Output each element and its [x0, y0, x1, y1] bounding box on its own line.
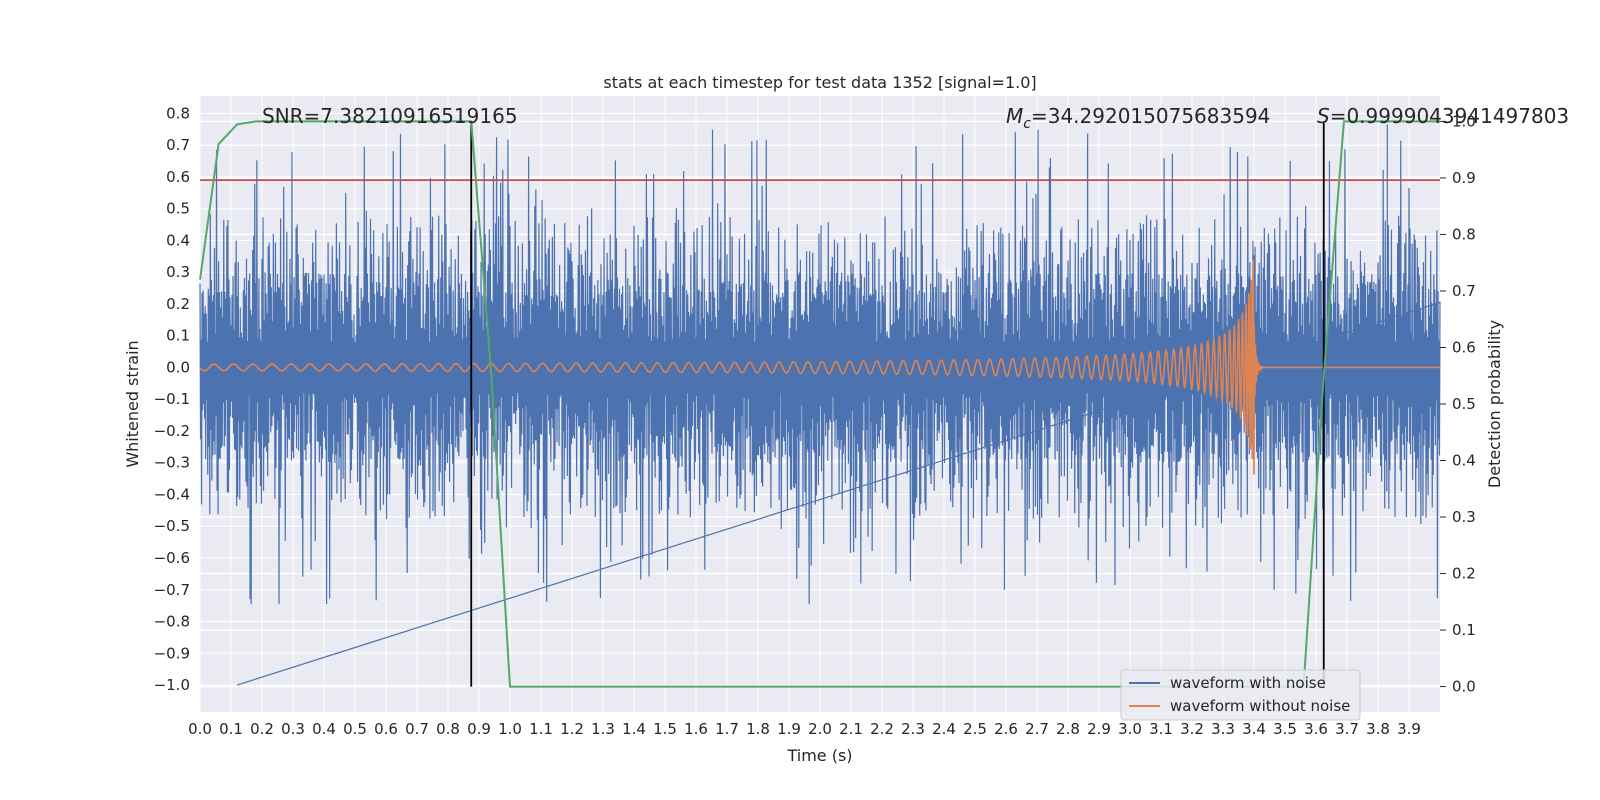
x-tick-label: 0.8: [436, 720, 460, 738]
x-tick-label: 2.9: [1087, 720, 1111, 738]
y-tick-label: 0.5: [166, 200, 190, 218]
x-tick-label: 1.0: [498, 720, 522, 738]
y-tick-label: 0.6: [166, 168, 190, 186]
y2-tick-label: 0.4: [1452, 452, 1476, 470]
x-tick-label: 1.4: [622, 720, 646, 738]
x-tick-label: 1.9: [777, 720, 801, 738]
y-tick-label: 0.1: [166, 327, 190, 345]
x-tick-label: 2.8: [1056, 720, 1080, 738]
y-tick-label: 0.4: [166, 231, 190, 249]
x-tick-label: 1.1: [529, 720, 553, 738]
y-tick-label: −1.0: [154, 676, 190, 694]
score-symbol: S: [1317, 104, 1330, 128]
y-tick-label: −0.3: [154, 454, 190, 472]
y2-tick-label: 0.0: [1452, 678, 1476, 696]
y-tick-label: −0.1: [154, 390, 190, 408]
legend-label-waveform-with-noise: waveform with noise: [1170, 674, 1326, 692]
x-tick-label: 3.4: [1242, 720, 1266, 738]
x-tick-label: 3.1: [1149, 720, 1173, 738]
x-tick-label: 2.6: [994, 720, 1018, 738]
y2-tick-label: 0.9: [1452, 169, 1476, 187]
y2-tick-label: 0.2: [1452, 565, 1476, 583]
x-tick-label: 2.1: [839, 720, 863, 738]
y2-tick-label: 0.8: [1452, 225, 1476, 243]
chart-title: stats at each timestep for test data 135…: [603, 73, 1036, 92]
y2-tick-label: 0.1: [1452, 621, 1476, 639]
x-tick-label: 1.7: [715, 720, 739, 738]
x-tick-label: 2.3: [901, 720, 925, 738]
legend-label-waveform-without-noise: waveform without noise: [1170, 697, 1350, 715]
x-tick-label: 3.8: [1366, 720, 1390, 738]
y-tick-label: −0.5: [154, 517, 190, 535]
chirp-mass-value: =34.292015075683594: [1031, 104, 1270, 128]
x-tick-label: 2.5: [963, 720, 987, 738]
y2-tick-label: 0.7: [1452, 282, 1476, 300]
detection-probability-line: [199, 120, 1440, 688]
x-tick-label: 0.3: [281, 720, 305, 738]
x-tick-label: 3.7: [1335, 720, 1359, 738]
y-tick-label: −0.4: [154, 485, 190, 503]
ticks: 0.0 0.1 0.2 0.3 0.4 0.5 0.6 0.7 0.8 0.9 1.0 1.1 1.2 1…: [154, 104, 1476, 738]
score-annotation: S=0.9999043941497803: [1317, 104, 1569, 128]
y-tick-label: 0.3: [166, 263, 190, 281]
x-tick-label: 1.6: [684, 720, 708, 738]
x-tick-label: 0.0: [188, 720, 212, 738]
x-tick-label: 3.2: [1180, 720, 1204, 738]
y-axis-label: Whitened strain: [123, 340, 142, 467]
y-tick-label: −0.9: [154, 644, 190, 662]
overlay: [199, 120, 1440, 688]
x-tick-label: 2.7: [1025, 720, 1049, 738]
chirp-mass-annotation: Mc=34.292015075683594: [1006, 104, 1270, 132]
x-tick-label: 0.4: [312, 720, 336, 738]
x-tick-label: 0.1: [219, 720, 243, 738]
x-tick-label: 0.6: [374, 720, 398, 738]
legend-box: [1120, 669, 1361, 721]
y2-axis-label: Detection probability: [1485, 320, 1504, 488]
x-tick-label: 3.3: [1211, 720, 1235, 738]
y2-tick-label: 0.3: [1452, 508, 1476, 526]
x-tick-label: 1.2: [560, 720, 584, 738]
x-tick-label: 0.9: [467, 720, 491, 738]
legend: waveform with noise waveform without noi…: [1120, 669, 1361, 721]
x-tick-label: 2.2: [870, 720, 894, 738]
clean-waveform-line: [199, 260, 1440, 475]
y2-tick-label: 0.5: [1452, 395, 1476, 413]
x-tick-label: 3.9: [1397, 720, 1421, 738]
y2-tick-label: 0.6: [1452, 338, 1476, 356]
y-tick-label: −0.7: [154, 581, 190, 599]
y-tick-label: 0.2: [166, 295, 190, 313]
y-tick-label: 0.0: [166, 358, 190, 376]
x-tick-label: 0.5: [343, 720, 367, 738]
series-waveform-without-noise: [199, 260, 1440, 475]
y-tick-label: −0.6: [154, 549, 190, 567]
x-tick-label: 2.0: [808, 720, 832, 738]
y-tick-label: −0.8: [154, 613, 190, 631]
noise-waveform-line: [199, 124, 1441, 686]
x-tick-label: 1.3: [591, 720, 615, 738]
x-tick-label: 1.5: [653, 720, 677, 738]
y2-tick-label: 1.0: [1452, 112, 1476, 130]
x-axis-label: Time (s): [786, 746, 852, 765]
x-tick-label: 3.6: [1304, 720, 1328, 738]
chirp-mass-subscript: c: [1023, 116, 1031, 132]
y-tick-label: 0.7: [166, 136, 190, 154]
x-tick-label: 1.8: [746, 720, 770, 738]
x-tick-label: 2.4: [932, 720, 956, 738]
y-tick-label: −0.2: [154, 422, 190, 440]
x-tick-label: 0.7: [405, 720, 429, 738]
x-tick-label: 0.2: [250, 720, 274, 738]
y-tick-label: 0.8: [166, 104, 190, 122]
x-tick-label: 3.5: [1273, 720, 1297, 738]
score-value: =0.9999043941497803: [1330, 104, 1569, 128]
series-waveform-with-noise: [199, 124, 1441, 686]
snr-annotation: SNR=7.38210916519165: [262, 104, 518, 128]
x-tick-label: 3.0: [1118, 720, 1142, 738]
chirp-mass-symbol: M: [1006, 104, 1023, 128]
